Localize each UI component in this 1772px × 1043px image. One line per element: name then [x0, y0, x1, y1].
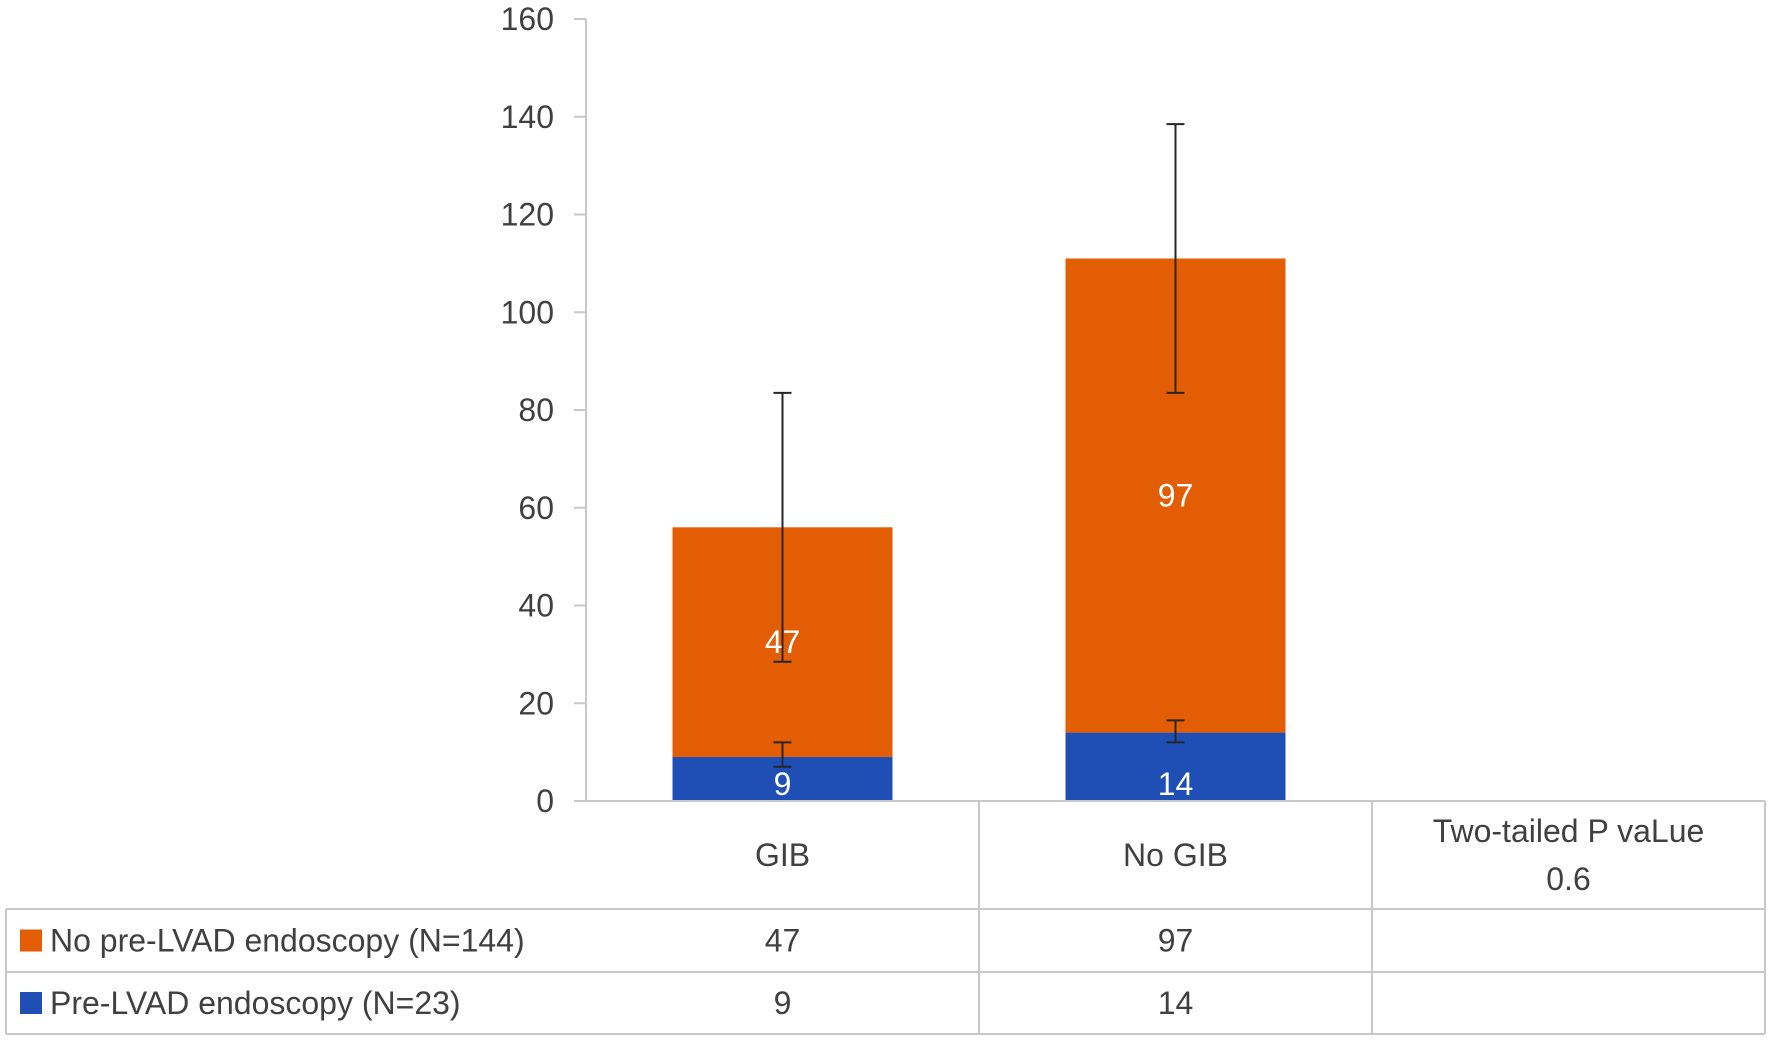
data-labels: 9 47 14 97	[765, 478, 1194, 802]
y-tick-label: 140	[501, 99, 554, 135]
table-cell: 97	[1158, 923, 1194, 959]
y-tick-label: 20	[518, 685, 554, 721]
y-tick-label: 40	[518, 588, 554, 624]
table-cell: 14	[1158, 985, 1194, 1021]
data-table: GIB No GIB Two-tailed P vaLue 0.6 No pre-LVA…	[5, 800, 1766, 1035]
p-value: 0.6	[1546, 861, 1590, 897]
table-cell: 9	[774, 985, 792, 1021]
data-label: 14	[1158, 766, 1194, 802]
y-tick-label: 100	[501, 294, 554, 330]
y-tick-label: 160	[501, 1, 554, 37]
bar-segment	[1065, 732, 1286, 801]
table-header-category: No GIB	[1123, 837, 1228, 873]
legend-swatch	[20, 992, 42, 1014]
p-value-header: Two-tailed P vaLue	[1433, 813, 1705, 849]
bars	[672, 258, 1286, 801]
error-bars	[773, 123, 1185, 768]
table-row-label: Pre-LVAD endoscopy (N=23)	[50, 985, 461, 1021]
data-label: 47	[765, 624, 801, 660]
y-tick-label: 80	[518, 392, 554, 428]
y-axis: 0 20 40 60 80 100 120 140 160	[501, 1, 587, 819]
data-label: 97	[1158, 478, 1194, 514]
y-tick-label: 120	[501, 197, 554, 233]
data-label: 9	[774, 766, 792, 802]
legend-swatch	[20, 929, 42, 952]
table-row-label: No pre-LVAD endoscopy (N=144)	[50, 923, 525, 959]
table-header-category: GIB	[755, 837, 810, 873]
table-cell: 47	[765, 923, 801, 959]
y-tick-label: 60	[518, 490, 554, 526]
y-tick-label: 0	[536, 783, 554, 819]
